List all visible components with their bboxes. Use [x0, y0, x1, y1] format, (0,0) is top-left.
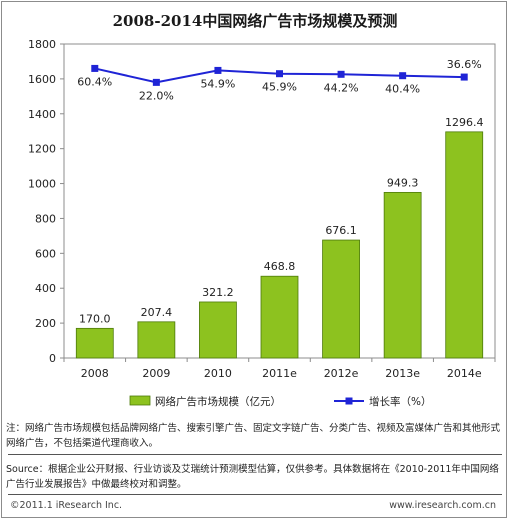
legend-label-bar: 网络广告市场规模（亿元） — [155, 395, 281, 408]
chart-canvas: 0 200 400 600 800 1000 1200 1400 1600 1800 170.0 2… — [28, 38, 496, 408]
bar — [322, 239, 360, 359]
copyright-text: ©2011.1 iResearch Inc. — [10, 500, 123, 511]
bar-value-label: 676.1 — [325, 224, 357, 237]
y-tick-label: 0 — [49, 352, 56, 365]
y-axis: 0 200 400 600 800 1000 1200 1400 1600 1800 — [28, 38, 64, 365]
growth-point — [91, 64, 99, 72]
bar-value-label: 207.4 — [141, 306, 173, 319]
x-tick-label: 2008 — [81, 367, 109, 380]
legend-label-line: 增长率（%） — [369, 395, 431, 408]
bar — [260, 275, 299, 359]
bar-value-label: 468.8 — [264, 260, 296, 273]
bar-value-label: 170.0 — [79, 312, 111, 325]
y-tick-label: 800 — [35, 212, 56, 225]
divider — [8, 494, 502, 495]
y-tick-label: 1800 — [28, 38, 56, 51]
legend-swatch-bar — [129, 395, 151, 406]
chart-title: 2008-2014中国网络广告市场规模及预测 — [112, 12, 398, 30]
growth-label: 54.9% — [200, 77, 235, 90]
bar — [445, 131, 484, 359]
bar — [383, 191, 422, 359]
growth-label: 44.2% — [324, 81, 359, 94]
divider — [8, 454, 502, 455]
bar — [199, 301, 237, 359]
x-tick-label: 2009 — [142, 367, 170, 380]
growth-point — [337, 70, 345, 78]
bar — [137, 321, 176, 359]
bar-value-label: 949.3 — [387, 176, 419, 189]
website-link[interactable]: www.iresearch.com.cn — [389, 500, 496, 511]
y-tick-label: 400 — [35, 282, 56, 295]
bar-value-label: 1296.4 — [445, 116, 484, 129]
growth-label: 40.4% — [385, 83, 420, 96]
chart-notes: 注：网络广告市场规模包括品牌网络广告、搜索引擎广告、固定文字链广告、分类广告、视… — [6, 423, 501, 449]
growth-label: 60.4% — [77, 75, 112, 88]
x-tick-label: 2010 — [204, 367, 232, 380]
bar — [75, 327, 114, 359]
bar-value-label: 321.2 — [202, 286, 234, 299]
growth-point — [399, 72, 407, 80]
bar-data-labels: 170.0 207.4 321.2 468.8 676.1 949.3 1296.4 — [79, 116, 483, 325]
growth-label: 45.9% — [262, 81, 297, 94]
growth-line-series: 60.4% 22.0% 54.9% 45.9% 44.2% 40.4% 36.6% — [77, 58, 481, 102]
bar-series — [75, 131, 484, 359]
growth-label: 36.6% — [447, 58, 482, 71]
legend-marker — [345, 397, 353, 405]
x-tick-label: 2014e — [447, 367, 482, 380]
y-tick-label: 1200 — [28, 143, 56, 156]
growth-point — [276, 70, 283, 78]
growth-point — [152, 78, 160, 86]
x-tick-label: 2012e — [324, 367, 359, 380]
y-tick-label: 1000 — [28, 178, 56, 191]
growth-label: 22.0% — [139, 89, 174, 102]
y-tick-label: 200 — [35, 317, 56, 330]
chart-legend: 网络广告市场规模（亿元） 增长率（%） — [129, 395, 431, 408]
growth-point — [214, 66, 222, 74]
growth-point — [460, 73, 468, 81]
y-tick-label: 1600 — [28, 73, 56, 86]
x-tick-label: 2011e — [262, 367, 297, 380]
y-tick-label: 600 — [35, 247, 56, 260]
x-axis: 2008 2009 2010 2011e 2012e 2013e 2014e — [63, 358, 496, 380]
x-tick-label: 2013e — [385, 367, 420, 380]
chart-source: Source：根据企业公开财报、行业访谈及艾瑞统计预测模型估算，仅供参考。具体数… — [6, 464, 499, 490]
y-tick-label: 1400 — [28, 108, 56, 121]
